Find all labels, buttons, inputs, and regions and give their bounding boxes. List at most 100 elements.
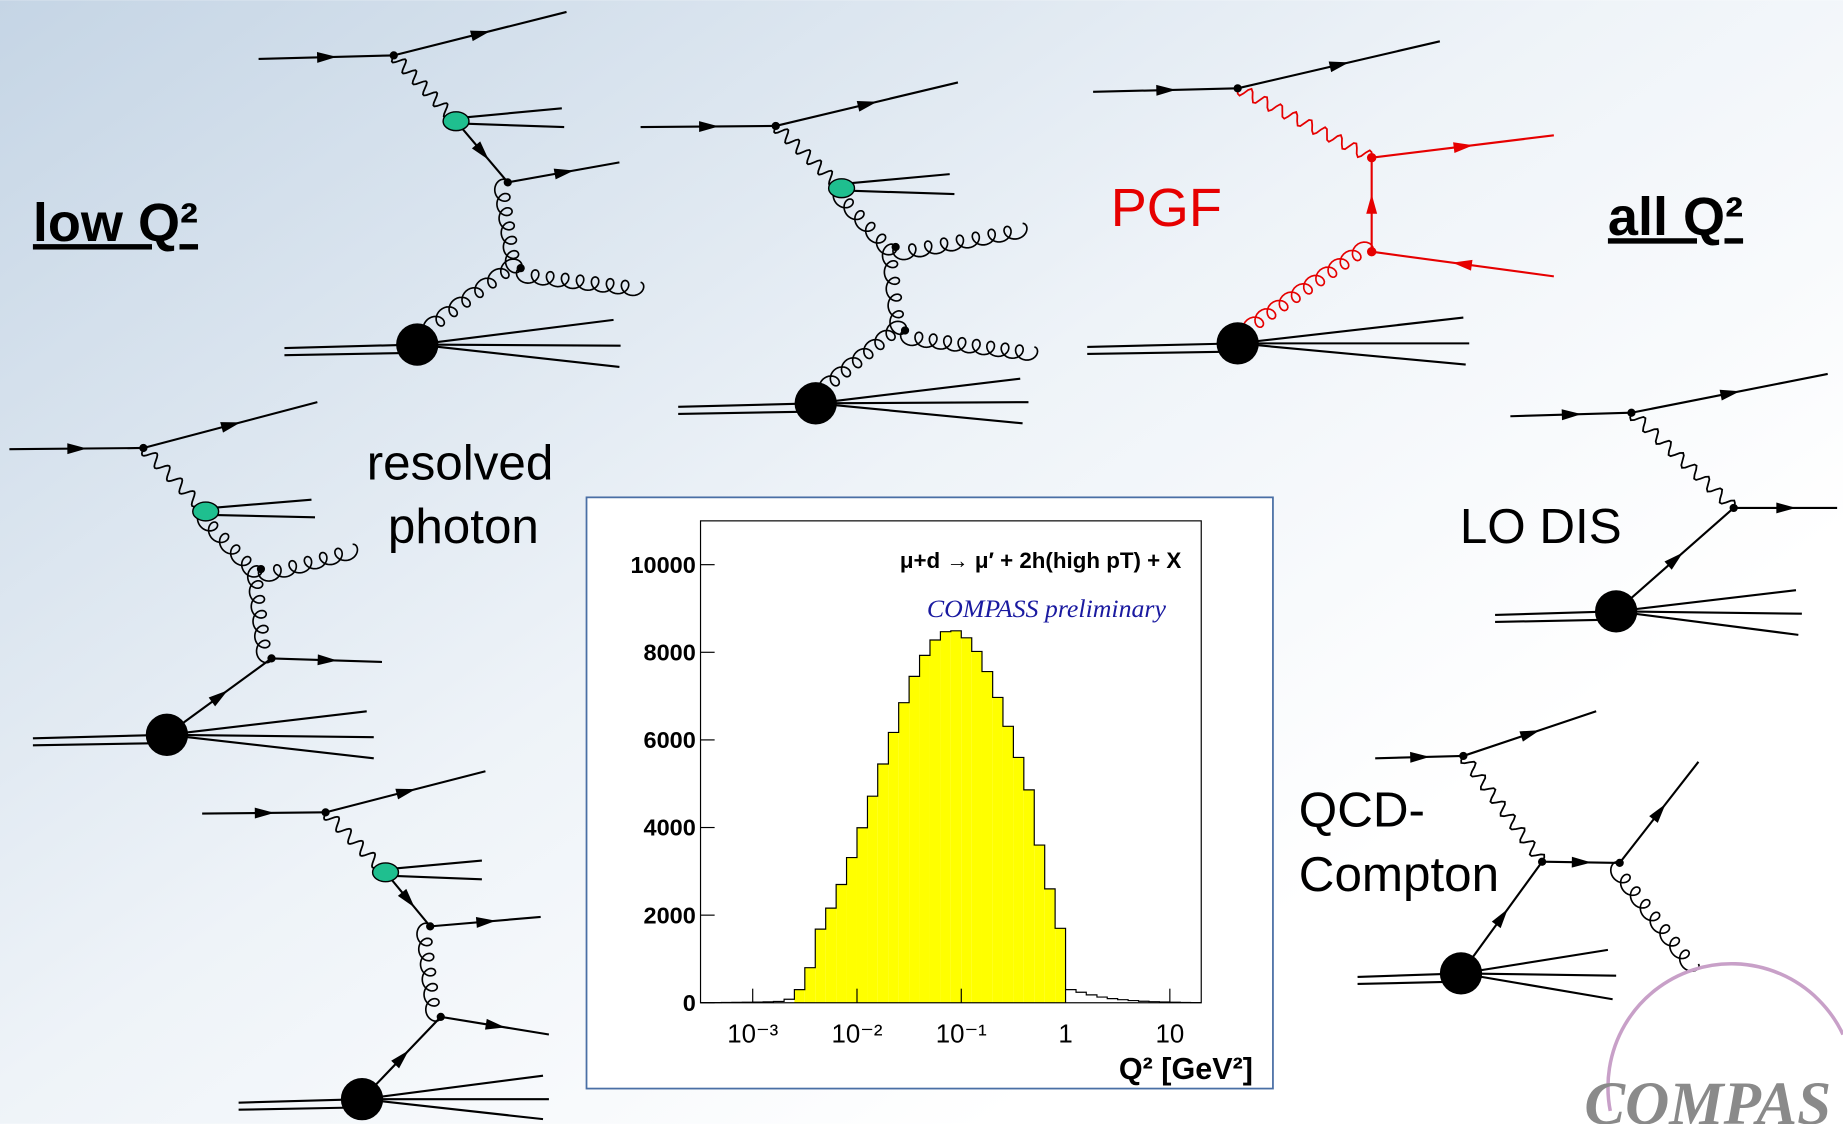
arrow (220, 422, 241, 433)
annotation: μ+d → μ′ + 2h(high pT) + X (900, 548, 1182, 573)
x-tick-label: 1 (1058, 1021, 1072, 1049)
fermion-line (1087, 342, 1238, 348)
resolved-label: resolved (367, 436, 554, 491)
x-tick-label: 10⁻³ (727, 1021, 778, 1049)
arrow (317, 654, 338, 666)
logo: COMPAS (1584, 1071, 1831, 1124)
gluon-line (1609, 860, 1700, 972)
fermion-line (361, 1098, 544, 1121)
y-tick-label: 0 (683, 990, 696, 1016)
photon-line (1629, 412, 1736, 509)
fermion-line (284, 351, 418, 357)
arrow (1519, 730, 1540, 742)
histogram-outline (700, 630, 1202, 1004)
fermion-line (211, 498, 312, 509)
arrow (1571, 856, 1592, 868)
bar (804, 967, 816, 1003)
arrow (485, 1018, 506, 1030)
x-axis-label: Q² [GeV²] (1119, 1052, 1253, 1086)
nucleon-blob (145, 713, 189, 756)
gluon-line (1229, 241, 1374, 345)
arrow (553, 168, 575, 180)
histogram: μ+d → μ′ + 2h(high pT) + X COMPASS preli… (630, 520, 1253, 1086)
qcd-compton-label: QCD- (1299, 782, 1425, 837)
vertex (1366, 152, 1377, 163)
arrow (471, 141, 489, 160)
arrow (391, 1050, 409, 1069)
arrow (475, 917, 496, 928)
plot-frame (699, 520, 1202, 1004)
bar (867, 796, 878, 1003)
arrow (67, 443, 87, 455)
vertex (891, 242, 900, 252)
fermion-line (1237, 342, 1466, 366)
fermion-line (417, 343, 621, 347)
photon-line (140, 447, 209, 512)
bar (981, 671, 993, 1003)
gluon-line (257, 543, 359, 582)
vertex (256, 564, 266, 574)
bar (1034, 845, 1045, 1003)
bar (877, 764, 889, 1003)
bar (1023, 789, 1035, 1003)
fermion-line (461, 122, 565, 129)
gluon-line (246, 565, 273, 664)
fermion-line (284, 343, 418, 350)
arrow (1491, 908, 1508, 929)
gluon-line (899, 329, 1039, 361)
bar (971, 651, 982, 1003)
fermion-line (815, 377, 1021, 405)
bar (856, 827, 868, 1003)
vertex (900, 326, 910, 335)
y-tick-label: 4000 (644, 815, 696, 841)
photon-line (390, 55, 459, 122)
bar (836, 884, 847, 1003)
gluon-line (892, 222, 1028, 261)
fermion-line (1616, 610, 1802, 615)
photon-line (1460, 755, 1546, 863)
photon-line (1236, 87, 1373, 159)
vertex (1459, 751, 1468, 761)
vertex (267, 654, 276, 663)
vertex (321, 808, 330, 817)
x-tick-label: 10⁻² (831, 1021, 882, 1049)
y-tick-label: 2000 (644, 902, 696, 928)
bar (919, 655, 930, 1003)
resolved-label: photon (388, 499, 539, 554)
photon-line (323, 812, 389, 873)
hadronic-photon (827, 178, 856, 199)
vertex (436, 1012, 445, 1021)
nucleon-blob (1594, 590, 1638, 633)
logo-arc (1606, 962, 1843, 1112)
fermion-line (1460, 972, 1617, 977)
arrow (1410, 751, 1430, 763)
arrow (1156, 84, 1176, 96)
fermion-line (166, 733, 374, 739)
fermion-line (238, 1106, 363, 1111)
fermion-line (678, 402, 816, 408)
bar (929, 640, 941, 1003)
vertex (1615, 858, 1624, 868)
hadronic-photon (192, 501, 220, 522)
vertex (1233, 84, 1242, 93)
nucleon-blob (794, 382, 837, 425)
arrow (208, 690, 228, 707)
bar (815, 929, 826, 1003)
bar (1013, 757, 1024, 1003)
fermion-line (391, 874, 482, 881)
nucleon-blob (1216, 322, 1259, 365)
arrow (470, 30, 491, 42)
fermion-line (211, 513, 316, 519)
x-tick-label: 10⁻¹ (936, 1021, 987, 1049)
low-q2-label: low Q² (33, 193, 198, 253)
bar (950, 630, 962, 1003)
fermion-line (391, 859, 483, 870)
bar (825, 908, 837, 1003)
gluon-line (196, 509, 263, 578)
fermion-line (32, 733, 167, 740)
bar (909, 676, 920, 1003)
fermion-line (417, 343, 620, 368)
fermion-line (166, 733, 374, 760)
